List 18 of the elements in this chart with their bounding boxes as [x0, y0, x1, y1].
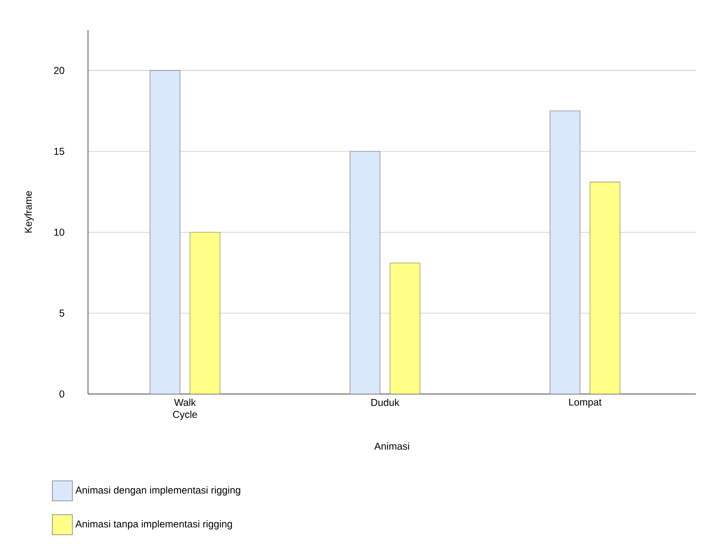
bar	[150, 70, 180, 394]
bar	[390, 262, 420, 394]
x-axis-title: Animasi	[374, 442, 410, 450]
y-tick-label: 15	[54, 148, 64, 155]
y-tick-label: 0	[59, 390, 64, 398]
bar	[190, 232, 220, 394]
bar	[350, 151, 380, 394]
x-tick-label: Lompat	[569, 398, 602, 408]
x-tick-label: Walk Cycle	[173, 398, 198, 420]
x-tick-label: Duduk	[371, 398, 400, 406]
legend-label: Animasi tanpa implementasi rigging	[75, 520, 232, 530]
y-axis-title: Keyframe	[24, 191, 34, 233]
legend-label: Animasi dengan implementasi rigging	[75, 486, 240, 496]
bar	[590, 182, 620, 394]
bar	[550, 110, 580, 394]
y-tick-label: 10	[54, 228, 64, 236]
y-tick-label: 5	[59, 310, 64, 317]
y-tick-label: 20	[54, 66, 64, 74]
